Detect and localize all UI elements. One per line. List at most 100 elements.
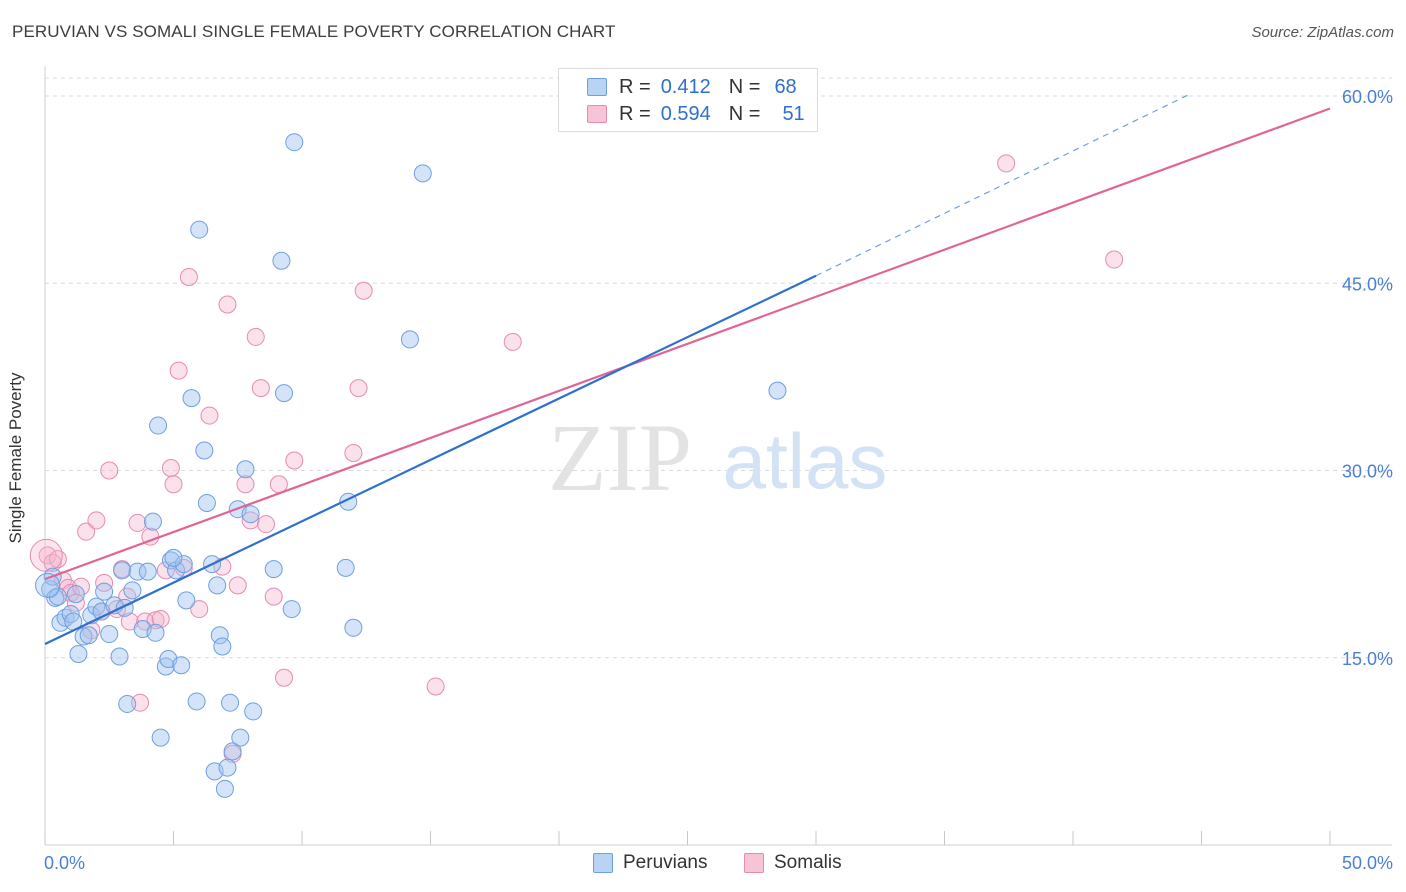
- somali-point: [264, 587, 283, 606]
- legend-row-somalis: R = 0.594 N = 51: [587, 101, 805, 127]
- peruvian-point: [87, 597, 106, 616]
- peruvian-point: [123, 581, 142, 600]
- correlation-legend: R = 0.412 N = 68 R = 0.594 N = 51: [558, 68, 818, 132]
- peruvian-point: [210, 626, 229, 645]
- legend-n-label: N =: [728, 102, 761, 125]
- somali-point: [228, 576, 247, 595]
- somali-point: [164, 475, 183, 494]
- bottom-legend-swatch-pink: [744, 853, 764, 873]
- axes: [44, 66, 1392, 846]
- somali-point: [179, 268, 198, 287]
- somali-point: [200, 406, 219, 425]
- legend-r-label: R =: [619, 102, 651, 125]
- legend-swatch-pink: [587, 105, 607, 123]
- peruvian-point: [190, 220, 209, 239]
- peruvian-point: [100, 625, 119, 644]
- gridlines: [45, 77, 1392, 659]
- peruvian-point: [768, 381, 787, 400]
- somali-point: [131, 693, 150, 712]
- peruvian-point: [177, 591, 196, 610]
- somali-point: [285, 451, 304, 470]
- source-label: Source: ZipAtlas.com: [1251, 24, 1394, 41]
- somali-point: [169, 361, 188, 380]
- somali-point: [1105, 250, 1124, 269]
- somali-point: [344, 444, 363, 463]
- peruvian-point: [149, 416, 168, 435]
- y-tick-label: 45.0%: [1342, 274, 1393, 294]
- somali-point: [426, 677, 445, 696]
- somali-point: [257, 515, 276, 534]
- legend-n-value: 68: [774, 75, 797, 98]
- y-tick-label: 15.0%: [1342, 649, 1393, 669]
- somali-point: [236, 475, 255, 494]
- peruvian-point: [174, 555, 193, 574]
- peruvian-point: [218, 758, 237, 777]
- watermark: ZIP atlas: [548, 404, 887, 511]
- peruvian-point: [143, 512, 162, 531]
- peruvian-point: [110, 647, 129, 666]
- peruvian-point: [285, 133, 304, 152]
- legend-n-value: 51: [782, 102, 805, 125]
- peruvian-point: [272, 251, 291, 270]
- somali-point: [251, 379, 270, 398]
- somali-point: [503, 332, 522, 351]
- watermark-atlas: atlas: [723, 417, 888, 505]
- peruvian-point: [128, 562, 147, 581]
- bottom-legend-swatch-blue: [593, 853, 613, 873]
- peruvian-point: [264, 560, 283, 579]
- legend-n-label: N =: [728, 75, 761, 98]
- peruvian-point: [413, 164, 432, 183]
- watermark-zip: ZIP: [548, 404, 692, 511]
- peruvian-point: [344, 618, 363, 637]
- x-tick-label: 50.0%: [1342, 853, 1393, 873]
- peruvian-point: [197, 493, 216, 512]
- peruvian-point: [221, 693, 240, 712]
- peruvian-point: [400, 330, 419, 349]
- peruvian-point: [113, 561, 132, 580]
- somali-point: [190, 600, 209, 619]
- somalis-trend-line: [44, 107, 1331, 581]
- peruvian-point: [48, 587, 67, 606]
- peruvian-point: [236, 460, 255, 479]
- x-tick-label: 0.0%: [44, 853, 85, 873]
- bottom-legend-label: Peruvians: [623, 852, 708, 873]
- peruvian-point: [187, 692, 206, 711]
- peruvian-point: [241, 505, 260, 524]
- y-tick-label: 30.0%: [1342, 462, 1393, 482]
- y-tick-label: 60.0%: [1342, 87, 1393, 107]
- somali-point: [151, 610, 170, 629]
- somali-point: [128, 513, 147, 532]
- bottom-legend-label: Somalis: [774, 852, 842, 873]
- somali-point: [100, 461, 119, 480]
- somali-point: [87, 511, 106, 530]
- bottom-legend-peruvians: Peruvians: [593, 852, 708, 874]
- legend-row-peruvians: R = 0.412 N = 68: [587, 74, 797, 100]
- somali-point: [77, 522, 96, 541]
- legend-swatch-blue: [587, 78, 607, 96]
- legend-r-value: 0.594: [660, 102, 711, 125]
- peruvian-point: [231, 728, 250, 747]
- peruvian-point: [146, 623, 165, 642]
- peruvian-point: [118, 694, 137, 713]
- somali-point: [354, 281, 373, 300]
- peruvian-point: [151, 728, 170, 747]
- peruvian-point: [61, 605, 80, 624]
- peruvian-point: [275, 384, 294, 403]
- trend-lines: [44, 94, 1331, 646]
- peruvian-point: [282, 600, 301, 619]
- y-axis-label-text: Single Female Poverty: [6, 372, 25, 544]
- somali-point: [997, 154, 1016, 173]
- peruvian-point-large: [35, 572, 61, 598]
- peruvian-point: [138, 562, 157, 581]
- peruvian-point: [208, 576, 227, 595]
- somali-point-large: [29, 538, 63, 572]
- peruvian-point: [223, 742, 242, 761]
- peruvian-point: [156, 657, 175, 676]
- peruvians-trend-extension: [815, 94, 1189, 277]
- peruvian-point: [79, 626, 98, 645]
- peruvian-point: [164, 548, 183, 567]
- somali-point: [246, 327, 265, 346]
- chart-title: PERUVIAN VS SOMALI SINGLE FEMALE POVERTY…: [12, 22, 616, 41]
- peruvians-trend-line: [44, 274, 817, 646]
